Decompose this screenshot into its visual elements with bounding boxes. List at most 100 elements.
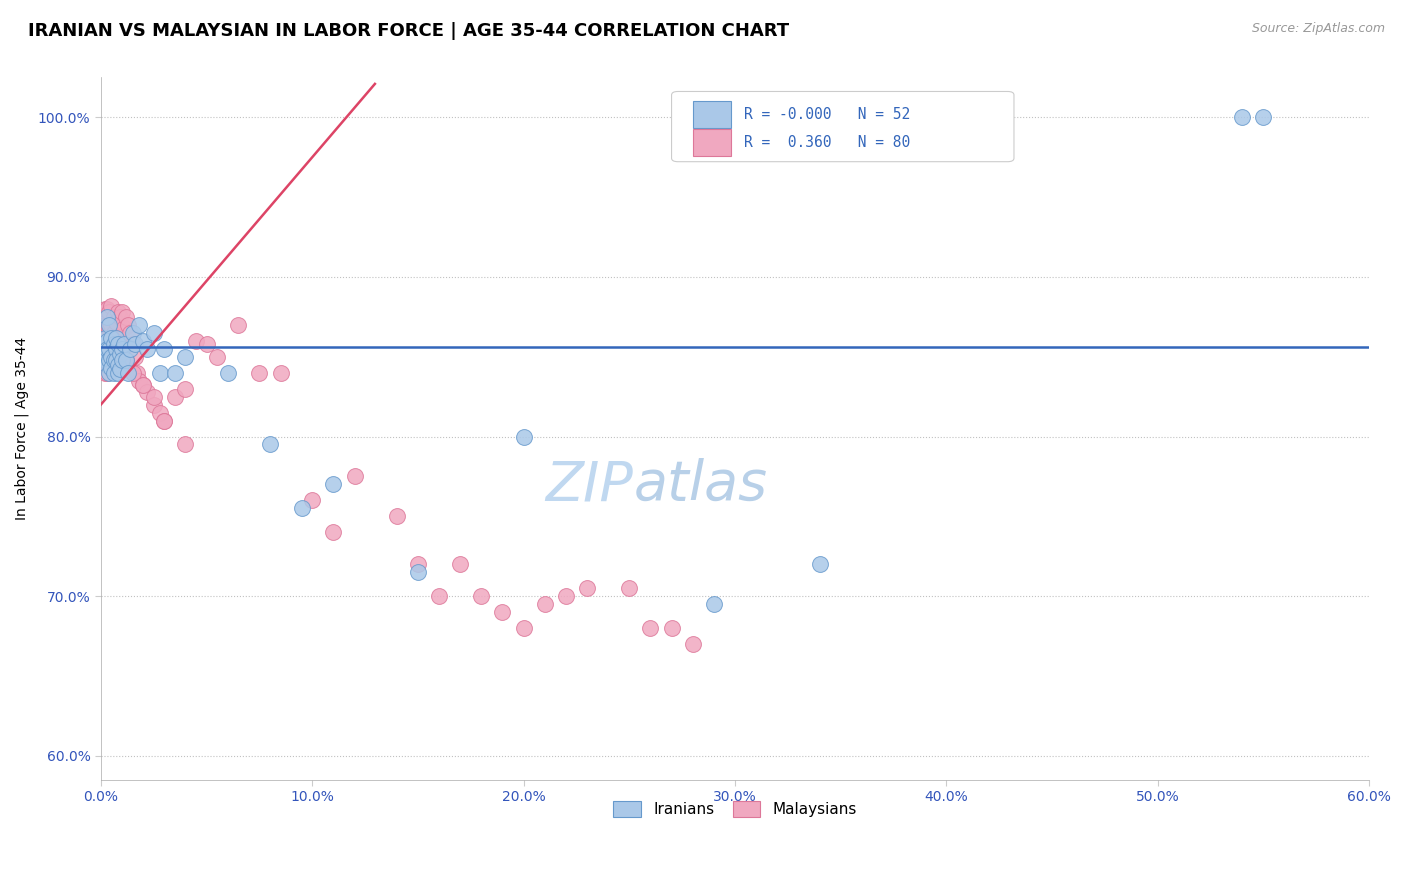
Point [108, 346, 131, 360]
Point [117, 366, 139, 380]
Point [104, 315, 127, 329]
FancyBboxPatch shape [693, 102, 731, 128]
Point [108, 337, 131, 351]
Point [619, 581, 641, 595]
Text: ZIP: ZIP [546, 458, 634, 511]
Point [149, 366, 172, 380]
Point [703, 597, 725, 611]
Point [104, 330, 127, 344]
Point [108, 362, 131, 376]
Point [153, 413, 176, 427]
Point [132, 378, 155, 392]
Point [111, 342, 134, 356]
Point [96, 358, 118, 372]
Point [117, 318, 139, 332]
Point [121, 326, 143, 340]
Point [104, 352, 127, 367]
Point [111, 337, 134, 351]
Point [322, 525, 344, 540]
Point [100, 334, 122, 348]
Point [111, 305, 134, 319]
Point [104, 352, 127, 367]
Point [533, 597, 555, 611]
Point [104, 342, 127, 356]
Legend: Iranians, Malaysians: Iranians, Malaysians [606, 793, 865, 824]
Point [136, 384, 159, 399]
Point [98, 321, 121, 335]
Point [322, 477, 344, 491]
Point [142, 398, 165, 412]
Point [94, 337, 117, 351]
Point [1232, 111, 1254, 125]
Point [512, 621, 534, 635]
Point [291, 501, 314, 516]
Point [491, 605, 513, 619]
Point [554, 589, 576, 603]
Point [94, 366, 117, 380]
Point [124, 350, 146, 364]
Point [111, 342, 134, 356]
Point [153, 342, 176, 356]
Point [149, 406, 172, 420]
Point [91, 337, 114, 351]
Point [270, 366, 292, 380]
Point [91, 326, 114, 340]
Point [163, 390, 186, 404]
Point [108, 310, 131, 324]
Point [100, 350, 122, 364]
Point [91, 342, 114, 356]
Point [107, 305, 129, 319]
Point [111, 352, 134, 367]
Point [184, 334, 207, 348]
Point [96, 342, 118, 356]
Point [100, 299, 122, 313]
Point [94, 330, 117, 344]
Point [96, 366, 118, 380]
Point [808, 557, 831, 571]
Point [174, 350, 197, 364]
Point [94, 318, 117, 332]
Point [98, 305, 121, 319]
Point [100, 330, 122, 344]
Point [406, 557, 429, 571]
Point [112, 321, 135, 335]
Point [107, 337, 129, 351]
Point [112, 337, 135, 351]
Point [120, 326, 142, 340]
Point [115, 310, 138, 324]
Point [107, 330, 129, 344]
Point [301, 493, 323, 508]
Point [94, 301, 117, 316]
Point [406, 565, 429, 579]
Point [449, 557, 471, 571]
Point [174, 382, 197, 396]
Point [640, 621, 662, 635]
Point [100, 318, 122, 332]
Point [470, 589, 492, 603]
Point [1253, 111, 1275, 125]
Text: atlas: atlas [634, 458, 768, 511]
Point [217, 366, 239, 380]
Point [107, 358, 129, 372]
Point [94, 352, 117, 367]
FancyBboxPatch shape [693, 129, 731, 156]
Text: R =  0.360   N = 80: R = 0.360 N = 80 [744, 136, 910, 150]
Point [661, 621, 683, 635]
Point [124, 337, 146, 351]
Point [142, 390, 165, 404]
Point [96, 334, 118, 348]
Point [132, 334, 155, 348]
Point [163, 366, 186, 380]
Point [121, 337, 143, 351]
Point [96, 334, 118, 348]
Point [98, 352, 121, 367]
Point [91, 346, 114, 360]
Point [100, 360, 122, 375]
Point [103, 310, 125, 324]
Point [98, 366, 121, 380]
Point [125, 366, 148, 380]
FancyBboxPatch shape [672, 92, 1014, 161]
Point [576, 581, 599, 595]
Point [174, 437, 197, 451]
Point [98, 318, 121, 332]
